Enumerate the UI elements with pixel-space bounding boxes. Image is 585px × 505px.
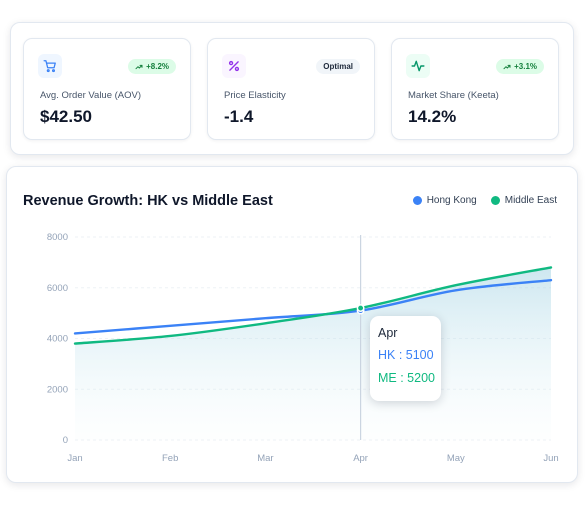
legend-label: Hong Kong: [426, 195, 477, 206]
legend-label: Middle East: [504, 195, 557, 206]
chart-title: Revenue Growth: HK vs Middle East: [23, 193, 273, 209]
kpi-card-market-share: +3.1% Market Share (Keeta) 14.2%: [391, 38, 559, 140]
kpi-value: 14.2%: [408, 107, 457, 126]
percent-icon: [222, 54, 246, 78]
trend-badge: +8.2%: [128, 59, 176, 74]
trend-badge: +3.1%: [496, 59, 544, 74]
kpi-value: -1.4: [224, 107, 254, 126]
chart-tooltip: Apr HK : 5100 ME : 5200: [370, 316, 441, 401]
revenue-line-chart[interactable]: 8000 6000 4000 2000 0 Jan Feb Mar Apr May Jun: [7, 167, 579, 484]
kpi-panel: +8.2% Avg. Order Value (AOV) $42.50 Opti…: [10, 22, 574, 155]
kpi-label: Avg. Order Value (AOV): [40, 90, 142, 101]
y-tick-label: 0: [63, 435, 68, 446]
tooltip-title: Apr: [378, 326, 398, 340]
kpi-label: Market Share (Keeta): [408, 90, 499, 101]
legend-item-middle-east[interactable]: Middle East: [490, 195, 557, 206]
x-tick-label: May: [447, 453, 465, 464]
status-badge: Optimal: [316, 59, 360, 74]
x-tick-label: Jan: [67, 453, 82, 464]
legend-item-hong-kong[interactable]: Hong Kong: [412, 195, 477, 206]
y-tick-label: 6000: [47, 283, 68, 294]
legend-dot: [490, 196, 500, 205]
legend-dot: [412, 196, 422, 205]
tooltip-me-value: ME : 5200: [378, 371, 435, 385]
x-tick-label: Jun: [543, 453, 558, 464]
activity-icon: [406, 54, 430, 78]
series-line-middle-east: [73, 266, 553, 345]
badge-text: +8.2%: [146, 62, 169, 71]
trend-up-icon: [503, 64, 511, 69]
y-tick-label: 2000: [47, 384, 68, 395]
x-tick-label: Mar: [257, 453, 273, 464]
kpi-card-elasticity: Optimal Price Elasticity -1.4: [207, 38, 375, 140]
x-tick-label: Feb: [162, 453, 178, 464]
cart-icon: [38, 54, 62, 78]
badge-text: +3.1%: [514, 62, 537, 71]
kpi-value: $42.50: [40, 107, 92, 126]
active-point-middle-east: [356, 304, 365, 313]
y-tick-label: 4000: [47, 334, 68, 345]
kpi-label: Price Elasticity: [224, 90, 286, 101]
x-tick-label: Apr: [353, 453, 368, 464]
badge-text: Optimal: [323, 62, 353, 71]
chart-legend: Hong Kong Middle East: [412, 195, 557, 206]
series-area-middle-east: [75, 267, 551, 440]
trend-up-icon: [135, 64, 143, 69]
y-tick-label: 8000: [47, 232, 68, 243]
revenue-chart-panel: 8000 6000 4000 2000 0 Jan Feb Mar Apr May Jun Reve…: [6, 166, 578, 483]
tooltip-hk-value: HK : 5100: [378, 348, 434, 362]
kpi-card-aov: +8.2% Avg. Order Value (AOV) $42.50: [23, 38, 191, 140]
